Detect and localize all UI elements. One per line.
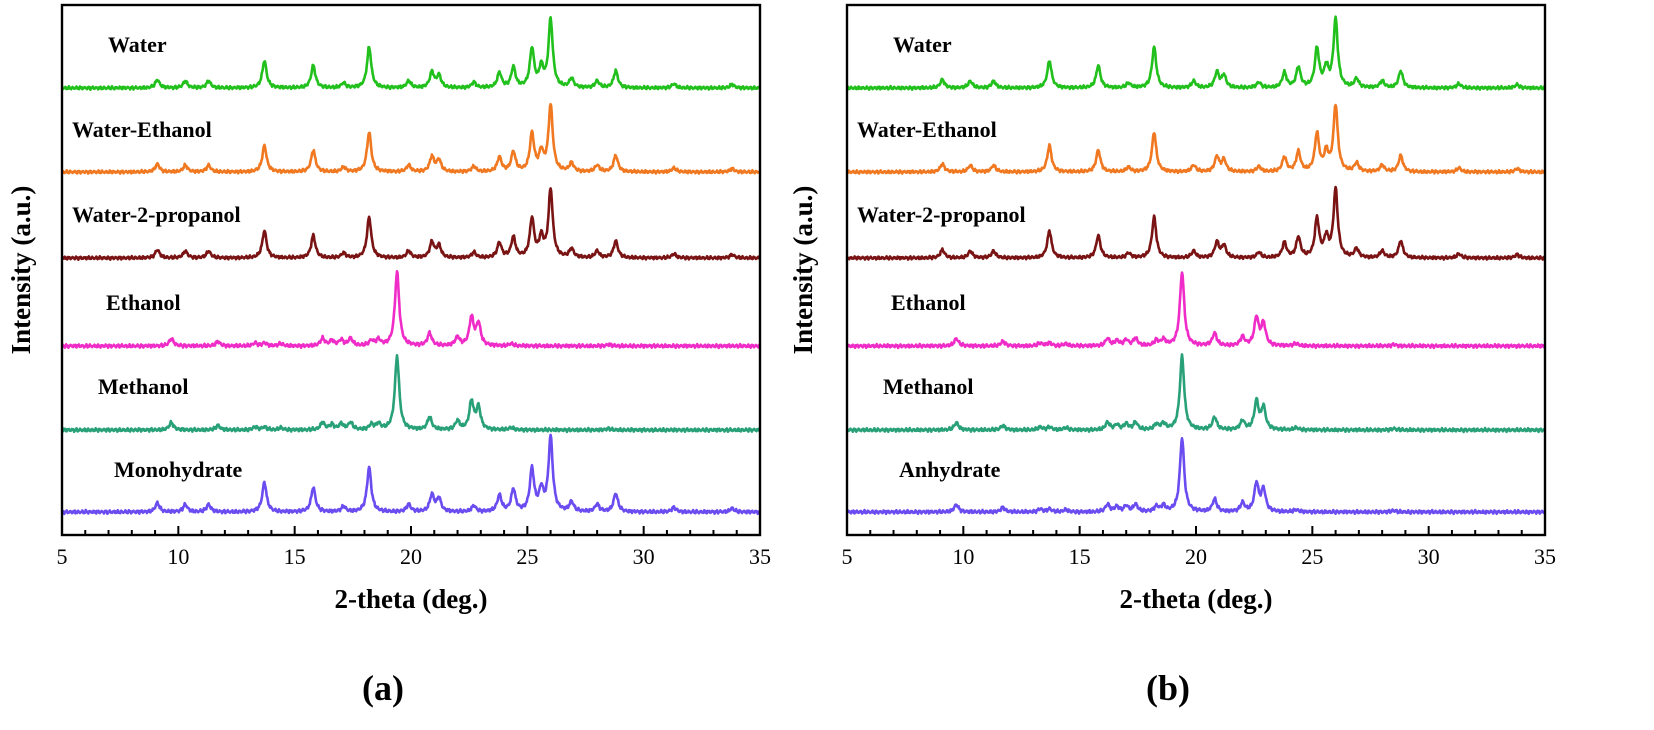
series-line — [846, 437, 1547, 516]
y-axis-title: Intensity (a.u.) — [6, 186, 36, 355]
series-label: Ethanol — [106, 290, 181, 315]
x-tick-label: 10 — [952, 544, 974, 569]
series-label: Water-Ethanol — [857, 117, 997, 142]
series-line — [845, 185, 1546, 261]
x-tick-label: 30 — [633, 544, 655, 569]
series-line — [846, 271, 1546, 350]
x-tick-label: 5 — [57, 544, 68, 569]
panel-b: Water Water-Ethanol Water-2-propanol Ethano… — [788, 3, 1556, 708]
series-line — [846, 103, 1546, 175]
series-label: Ethanol — [891, 290, 966, 315]
x-axis-title: 2-theta (deg.) — [1120, 584, 1273, 614]
x-axis-title: 2-theta (deg.) — [335, 584, 488, 614]
series-label: Water-Ethanol — [72, 117, 212, 142]
panel-label: (a) — [362, 668, 404, 708]
panel-label: (b) — [1146, 668, 1190, 708]
series-line — [61, 102, 762, 175]
x-tick-label: 20 — [400, 544, 422, 569]
series-line — [60, 433, 762, 516]
series-line — [61, 187, 761, 261]
series-label: Methanol — [883, 374, 973, 399]
series-line — [846, 353, 1547, 434]
x-tick-label: 25 — [516, 544, 538, 569]
series-label: Water — [108, 32, 167, 57]
x-tick-label: 15 — [1069, 544, 1091, 569]
series-label: Monohydrate — [114, 457, 243, 482]
series-line — [845, 15, 1547, 91]
x-tick-label: 10 — [167, 544, 189, 569]
series-label: Water-2-propanol — [72, 202, 241, 227]
x-tick-label: 35 — [749, 544, 771, 569]
x-tick-label: 20 — [1185, 544, 1207, 569]
y-axis-title: Intensity (a.u.) — [788, 186, 818, 355]
series-line — [60, 354, 761, 434]
x-tick-label: 30 — [1418, 544, 1440, 569]
series-label: Water-2-propanol — [857, 202, 1026, 227]
x-tick-label: 35 — [1534, 544, 1556, 569]
series-label: Methanol — [98, 374, 188, 399]
x-tick-label: 15 — [284, 544, 306, 569]
series-label: Anhydrate — [899, 457, 1001, 482]
series-label: Water — [893, 32, 952, 57]
x-tick-label: 25 — [1301, 544, 1323, 569]
series-line — [60, 270, 762, 350]
x-tick-label: 5 — [842, 544, 853, 569]
panel-a: Water Water-Ethanol Water-2-propanol Ethano… — [6, 3, 771, 708]
series-line — [61, 16, 762, 91]
